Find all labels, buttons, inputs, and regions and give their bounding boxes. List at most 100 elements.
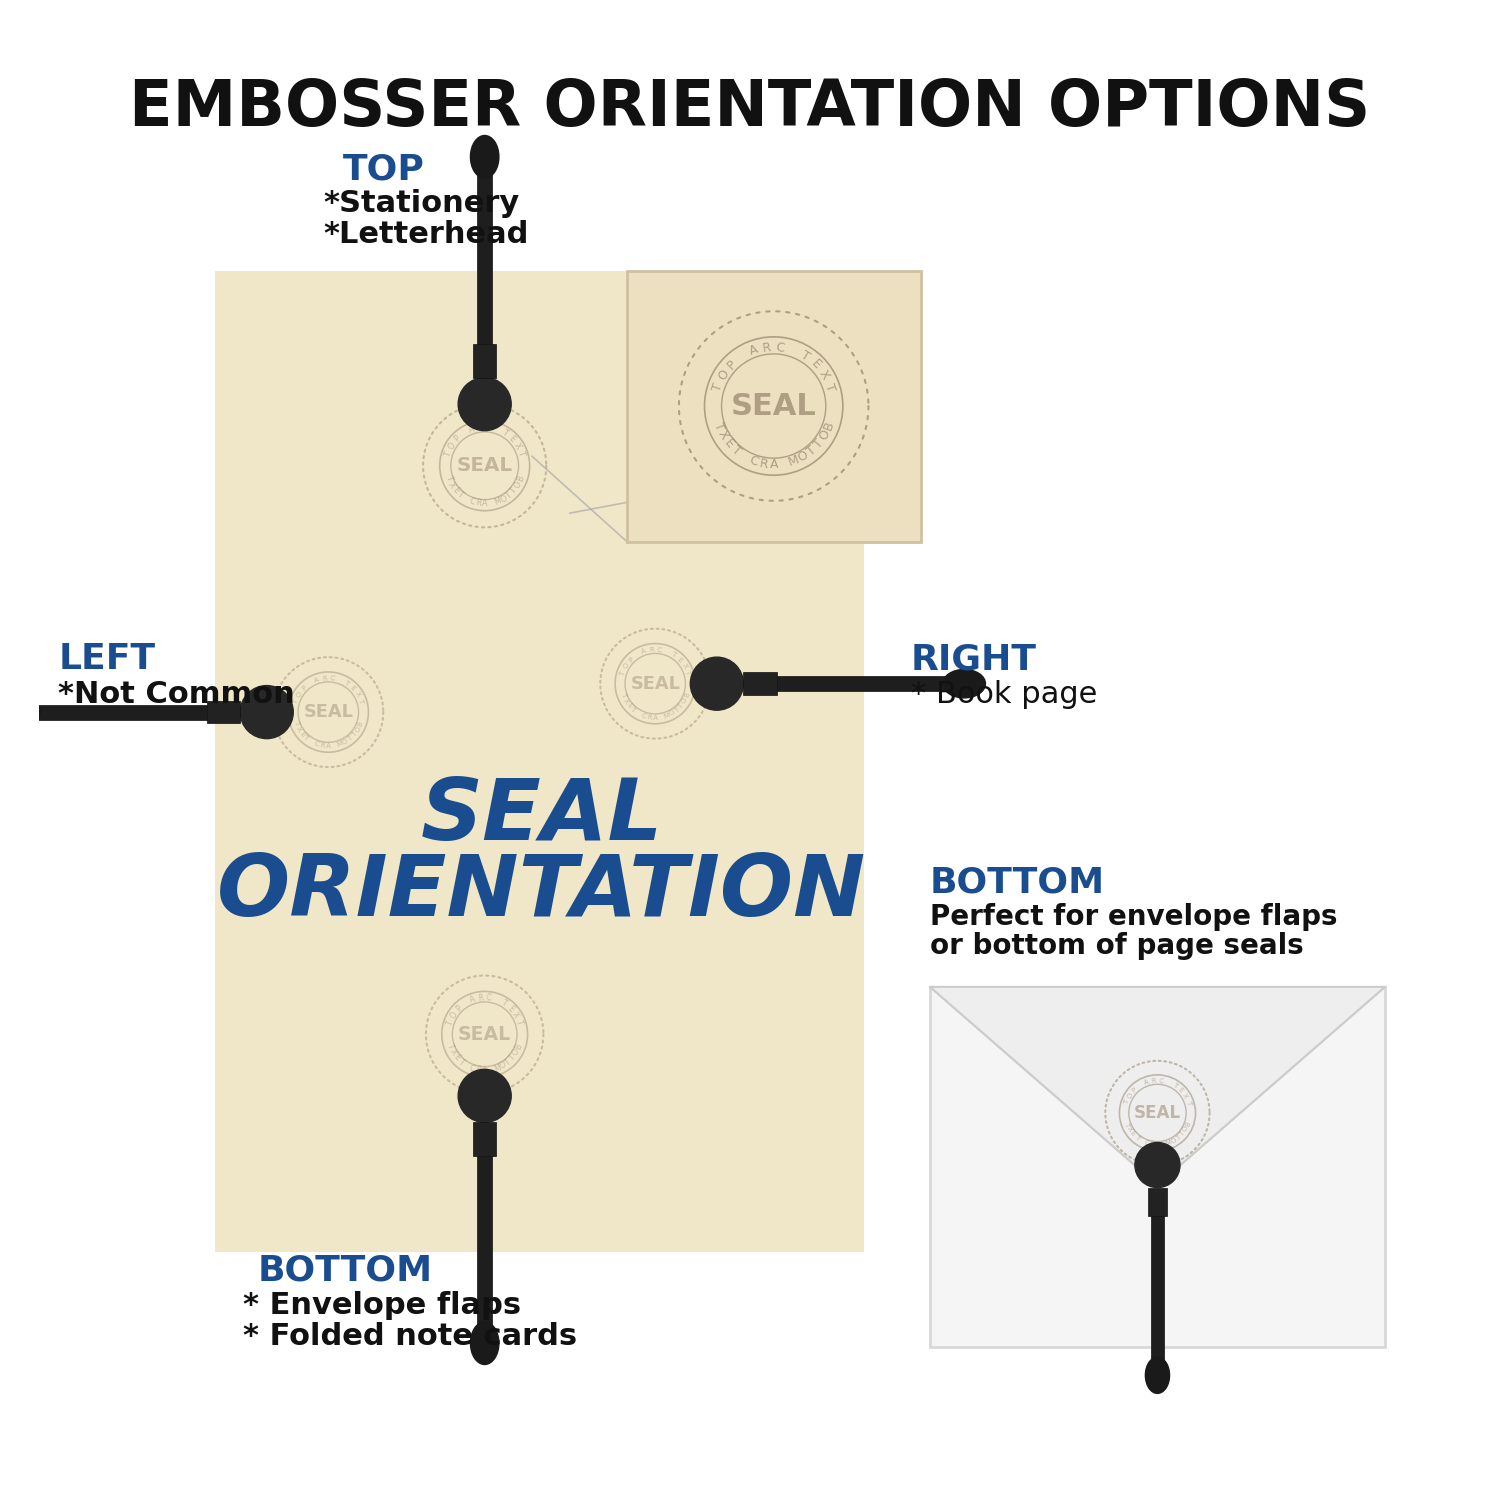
Text: R: R — [758, 456, 770, 471]
Text: O: O — [795, 448, 810, 465]
Text: X: X — [448, 1048, 459, 1058]
Text: C: C — [776, 340, 786, 354]
Text: X: X — [296, 726, 303, 734]
Text: A: A — [468, 424, 476, 435]
Text: B: B — [516, 474, 525, 483]
Text: R: R — [474, 498, 482, 508]
Text: A: A — [1143, 1078, 1150, 1086]
Polygon shape — [477, 174, 492, 345]
Text: T: T — [303, 735, 310, 742]
Text: T: T — [501, 429, 510, 438]
Text: X: X — [716, 429, 730, 442]
Circle shape — [458, 1070, 512, 1122]
Text: X: X — [816, 369, 831, 382]
FancyBboxPatch shape — [214, 272, 864, 1252]
Text: T: T — [804, 444, 819, 459]
Text: BOTTOM: BOTTOM — [930, 865, 1106, 898]
Text: LEFT: LEFT — [58, 642, 156, 676]
Text: T: T — [344, 680, 350, 687]
Text: T: T — [444, 450, 453, 458]
Text: SEAL: SEAL — [458, 1024, 512, 1044]
Text: T: T — [456, 490, 465, 500]
Text: O: O — [513, 480, 523, 490]
Text: A: A — [748, 344, 760, 358]
Text: E: E — [1178, 1086, 1184, 1094]
Text: T: T — [509, 486, 519, 495]
Text: *Letterhead: *Letterhead — [324, 220, 530, 249]
Text: SEAL: SEAL — [303, 704, 354, 722]
Text: O: O — [1126, 1092, 1134, 1100]
Text: T: T — [507, 1053, 518, 1062]
Text: T: T — [1124, 1120, 1131, 1126]
Text: T: T — [674, 706, 681, 714]
Text: T: T — [812, 436, 826, 451]
Text: SEAL: SEAL — [730, 392, 816, 420]
Text: T: T — [1172, 1082, 1178, 1089]
Text: C: C — [657, 646, 662, 652]
Text: B: B — [684, 692, 692, 699]
Text: E: E — [452, 1053, 462, 1062]
Text: E: E — [676, 656, 684, 663]
Text: X: X — [1125, 1125, 1134, 1132]
Text: T: T — [729, 444, 742, 459]
Text: A: A — [640, 648, 646, 656]
Text: T: T — [822, 381, 837, 393]
Text: O: O — [448, 1011, 459, 1020]
Ellipse shape — [0, 698, 40, 726]
Polygon shape — [1148, 1188, 1167, 1216]
Text: O: O — [512, 1047, 522, 1058]
Text: R: R — [762, 340, 772, 354]
Polygon shape — [477, 1155, 492, 1326]
Text: EMBOSSER ORIENTATION OPTIONS: EMBOSSER ORIENTATION OPTIONS — [129, 76, 1371, 138]
Text: E: E — [808, 357, 824, 372]
Text: T: T — [798, 350, 812, 364]
Text: O: O — [342, 738, 350, 746]
Text: O: O — [816, 427, 833, 442]
Text: E: E — [506, 1004, 516, 1014]
Text: M: M — [336, 740, 344, 748]
Polygon shape — [744, 672, 777, 694]
Text: SEAL: SEAL — [1134, 1104, 1180, 1122]
Text: A: A — [770, 459, 778, 471]
Text: T: T — [684, 670, 692, 676]
Text: O: O — [447, 441, 458, 452]
Polygon shape — [474, 345, 496, 378]
Text: C: C — [486, 993, 492, 1004]
Text: T: T — [670, 651, 676, 658]
Text: X: X — [1180, 1092, 1190, 1100]
Text: T: T — [446, 1019, 454, 1026]
Text: M: M — [492, 1064, 502, 1074]
Text: or bottom of page seals: or bottom of page seals — [930, 932, 1304, 960]
Text: C: C — [747, 453, 760, 470]
Text: T: T — [444, 476, 454, 483]
Text: X: X — [354, 690, 362, 698]
Text: P: P — [300, 684, 307, 692]
Text: T: T — [1185, 1100, 1191, 1106]
Polygon shape — [474, 1122, 496, 1155]
Text: B: B — [357, 720, 364, 728]
Text: T: T — [1179, 1130, 1186, 1137]
Text: T: T — [500, 999, 508, 1008]
Text: E: E — [507, 433, 518, 444]
Text: X: X — [510, 1011, 520, 1020]
Text: T: T — [456, 1058, 466, 1066]
FancyBboxPatch shape — [627, 272, 921, 542]
Text: P: P — [724, 357, 740, 372]
Text: * Folded note cards: * Folded note cards — [243, 1322, 578, 1352]
Text: T: T — [292, 699, 300, 705]
Polygon shape — [1150, 1216, 1164, 1360]
Text: *Not Common: *Not Common — [58, 680, 296, 708]
Text: M: M — [1164, 1140, 1173, 1148]
Text: T: T — [351, 730, 358, 738]
Text: A: A — [482, 500, 488, 508]
Text: T: T — [1174, 1134, 1182, 1142]
Polygon shape — [207, 700, 240, 723]
Text: T: T — [620, 692, 627, 699]
Text: A: A — [1155, 1142, 1160, 1148]
Text: X: X — [447, 480, 458, 489]
Text: O: O — [354, 724, 362, 734]
Text: T: T — [504, 490, 515, 500]
Text: B: B — [822, 420, 837, 432]
Text: B: B — [514, 1042, 523, 1050]
Text: R: R — [320, 742, 326, 748]
